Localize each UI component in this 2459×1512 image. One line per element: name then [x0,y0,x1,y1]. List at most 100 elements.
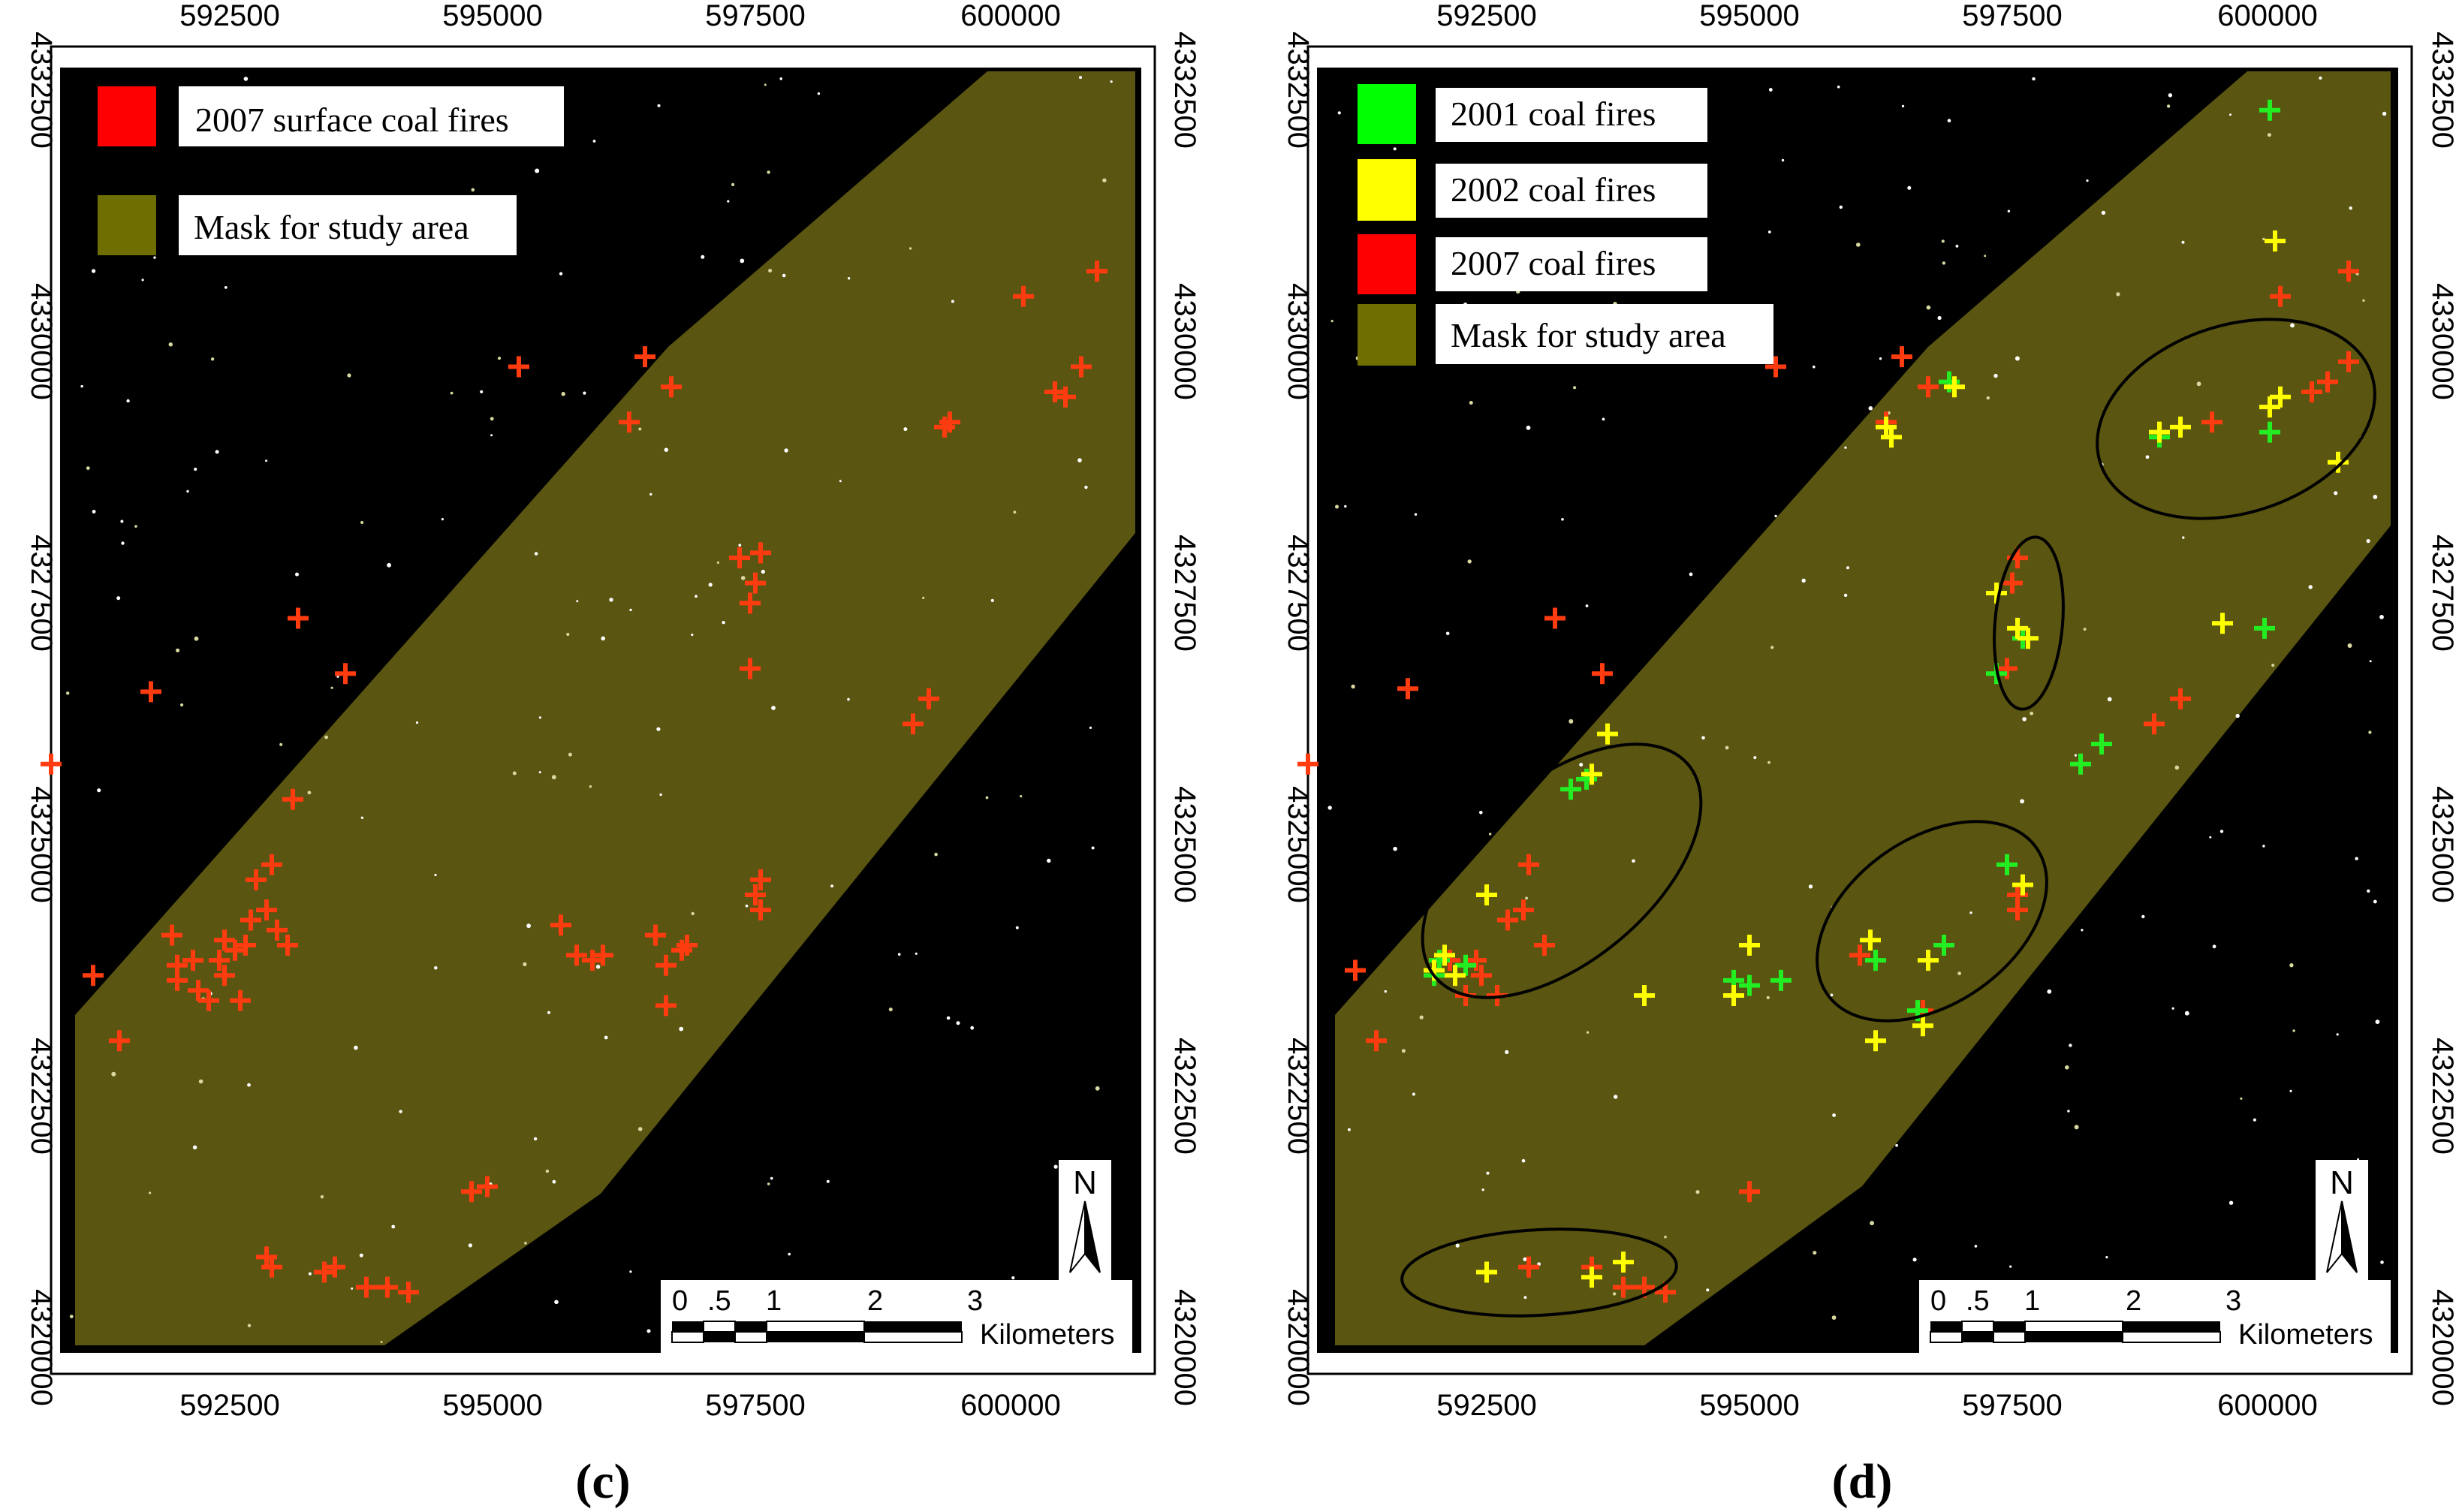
x-tick-bottom: 597500 [705,1389,805,1422]
x-tick-top: 595000 [1699,0,1799,32]
fire-marker-2007 [645,924,666,946]
speckle-dot [279,742,283,746]
speckle-dot [770,1176,773,1180]
fire-marker-2007 [41,753,62,775]
speckle-dot [2369,660,2372,663]
y-tick-right: 4327500 [2426,535,2459,652]
speckle-dot [399,1110,402,1113]
fire-marker-2001 [2091,733,2112,754]
panel-c: 2007 surface coal fires Mask for study a… [25,0,1201,1509]
legend-swatch-2007-surface-fires [98,86,156,146]
scale-label-2: 2 [867,1285,883,1317]
speckle-dot [180,703,184,707]
speckle-dot [434,966,438,970]
speckle-dot [1768,88,1773,92]
fire-marker-2002 [1634,985,1655,1006]
speckle-dot [2181,240,2185,244]
speckle-dot [354,1045,358,1050]
speckle-dot [1569,718,1574,724]
speckle-dot [198,1079,203,1084]
speckle-dot [601,636,605,641]
speckle-dot [657,104,661,107]
y-tick-right: 4320000 [2426,1289,2459,1406]
speckle-dot [1614,1095,1618,1099]
speckle-dot [909,247,912,250]
panel-c-fire-markers [41,261,1107,1303]
fire-marker-2002 [1434,944,1455,966]
fire-marker-2007 [1086,261,1107,282]
speckle-dot [1011,1276,1015,1280]
panel-d-y-ticks-right: 4332500 4330000 4327500 4325000 4322500 … [2426,32,2459,1406]
scale-label-0-5: .5 [1966,1285,1990,1317]
fire-marker-2007 [277,935,298,956]
speckle-dot [649,492,652,496]
fire-marker-2007 [1613,1276,1634,1298]
speckle-dot [609,598,613,602]
fire-marker-2007 [256,899,277,921]
speckle-dot [2355,857,2358,860]
speckle-dot [1766,995,1770,999]
fire-marker-2007 [1518,854,1539,875]
speckle-dot [1337,111,1341,115]
panel-d-x-ticks-top: 592500 595000 597500 600000 [1436,0,2317,32]
speckle-dot [2083,628,2087,631]
speckle-dot [347,373,351,378]
fire-marker-2002 [2265,230,2286,251]
fire-marker-2002 [1476,884,1497,905]
panel-d-cluster-ellipses [1400,318,2376,1318]
speckle-dot [538,771,541,774]
speckle-dot [2168,93,2173,98]
fire-marker-2007 [740,658,761,679]
legend-swatch-mask [1358,304,1416,366]
speckle-dot [2334,491,2338,495]
speckle-dot [566,632,570,637]
x-tick-bottom: 592500 [179,1389,279,1422]
speckle-dot [121,541,125,545]
speckle-dot [2347,643,2352,648]
fire-marker-2007 [282,788,303,810]
speckle-dot [2253,1118,2256,1122]
speckle-dot [2289,1089,2292,1092]
speckle-dot [2015,356,2020,361]
x-tick-top: 600000 [960,0,1060,32]
fire-marker-2001 [2070,753,2091,775]
speckle-dot [716,561,720,565]
speckle-dot [80,384,83,388]
speckle-dot [2373,495,2378,499]
speckle-dot [192,1145,197,1150]
legend-label-2002-fires: 2002 coal fires [1451,170,1656,209]
speckle-dot [1091,846,1095,850]
fire-marker-2007 [140,681,161,703]
speckle-dot [149,1191,152,1194]
speckle-dot [2229,113,2231,116]
speckle-dot [1102,178,1107,182]
speckle-dot [1419,1015,1424,1020]
speckle-dot [497,357,502,360]
fire-marker-2007 [750,542,771,564]
speckle-dot [1401,1049,1406,1053]
speckle-dot [490,417,494,421]
speckle-dot [592,140,596,143]
speckle-dot [604,1035,608,1040]
speckle-dot [2228,1200,2234,1205]
speckle-dot [817,92,821,95]
x-tick-bottom: 597500 [1962,1389,2062,1422]
fire-marker-2007 [1345,959,1366,981]
speckle-dot [559,272,563,276]
speckle-dot [512,771,517,776]
speckle-dot [990,598,994,603]
speckle-dot [679,1026,684,1032]
y-tick-left: 4320000 [1282,1289,1315,1406]
fire-marker-2002 [2212,613,2233,634]
speckle-dot [534,552,538,556]
speckle-dot [1957,971,1962,975]
speckle-dot [210,357,215,361]
fire-marker-2002 [1918,950,1939,971]
scale-unit: Kilometers [2238,1319,2373,1351]
speckle-dot [2067,1110,2070,1113]
speckle-dot [1942,261,1946,265]
speckle-dot [434,873,437,877]
speckle-dot [1602,417,1605,421]
speckle-dot [691,911,695,916]
speckle-dot [1984,255,1987,258]
